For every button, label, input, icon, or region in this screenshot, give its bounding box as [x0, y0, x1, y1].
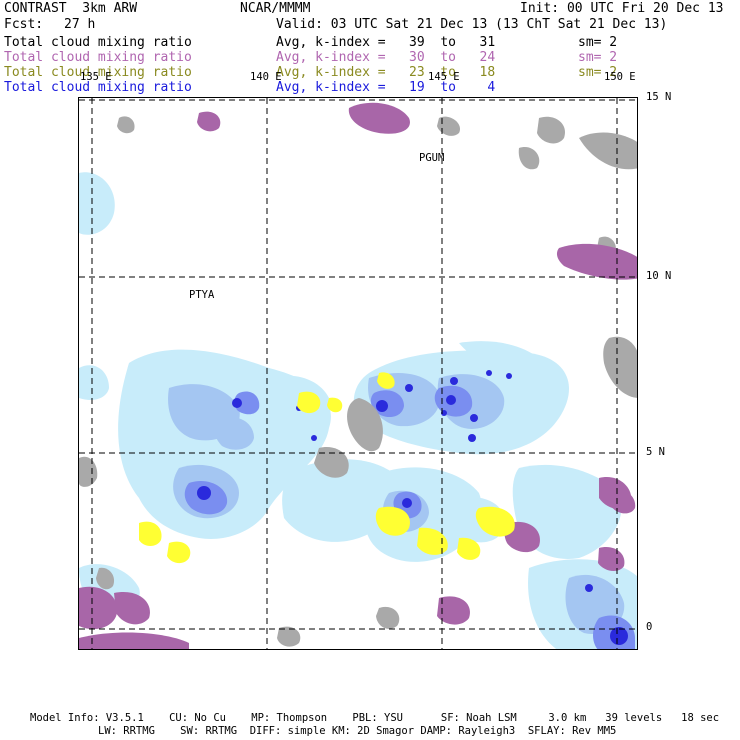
legend-sm-3: sm= 2	[578, 65, 618, 80]
legend-range-1: Avg, k-index = 39 to 31	[276, 35, 496, 50]
forecast-label: Fcst:	[4, 17, 44, 32]
lon-label-135e: 135 E	[80, 71, 112, 83]
legend-sm-2: sm= 2	[578, 50, 618, 65]
legend-range-4: Avg, k-index = 19 to 4	[276, 80, 496, 95]
legend-field-2: Total cloud mixing ratio	[4, 50, 192, 65]
forecast-hours: 27 h	[64, 17, 96, 32]
cloud-layer-purple	[79, 102, 637, 649]
station-ptya: PTYA	[189, 289, 215, 301]
legend-field-3: Total cloud mixing ratio	[4, 65, 192, 80]
legend-field-4: Total cloud mixing ratio	[4, 80, 192, 95]
legend-range-3: Avg, k-index = 23 to 18	[276, 65, 496, 80]
legend-field-1: Total cloud mixing ratio	[4, 35, 192, 50]
lat-label-5n: 5 N	[646, 446, 665, 458]
model-title: CONTRAST 3km ARW	[4, 1, 138, 16]
lon-label-140e: 140 E	[250, 71, 282, 83]
model-info-line-1: Model Info: V3.5.1 CU: No Cu MP: Thompso…	[30, 712, 720, 724]
cloud-layer-core	[197, 370, 628, 645]
lon-label-145e: 145 E	[428, 71, 460, 83]
lon-label-150e: 150 E	[604, 71, 636, 83]
organization: NCAR/MMMM	[240, 1, 311, 16]
legend-range-2: Avg, k-index = 30 to 24	[276, 50, 496, 65]
cloud-mixing-ratio-map: PGUM PTYA	[78, 97, 638, 650]
cloud-layer-yellow	[139, 372, 515, 564]
lat-label-15n: 15 N	[646, 91, 672, 103]
init-time: Init: 00 UTC Fri 20 Dec 13	[520, 1, 724, 16]
map-canvas	[79, 98, 637, 649]
legend-sm-1: sm= 2	[578, 35, 618, 50]
lat-lon-grid	[79, 98, 637, 649]
lat-label-10n: 10 N	[646, 270, 672, 282]
station-pgum: PGUM	[419, 152, 445, 164]
lat-label-0: 0	[646, 621, 653, 633]
model-info-line-2: LW: RRTMG SW: RRTMG DIFF: simple KM: 2D …	[98, 725, 617, 737]
cloud-layer-gray	[79, 116, 637, 647]
valid-time: Valid: 03 UTC Sat 21 Dec 13 (13 ChT Sat …	[276, 17, 668, 32]
